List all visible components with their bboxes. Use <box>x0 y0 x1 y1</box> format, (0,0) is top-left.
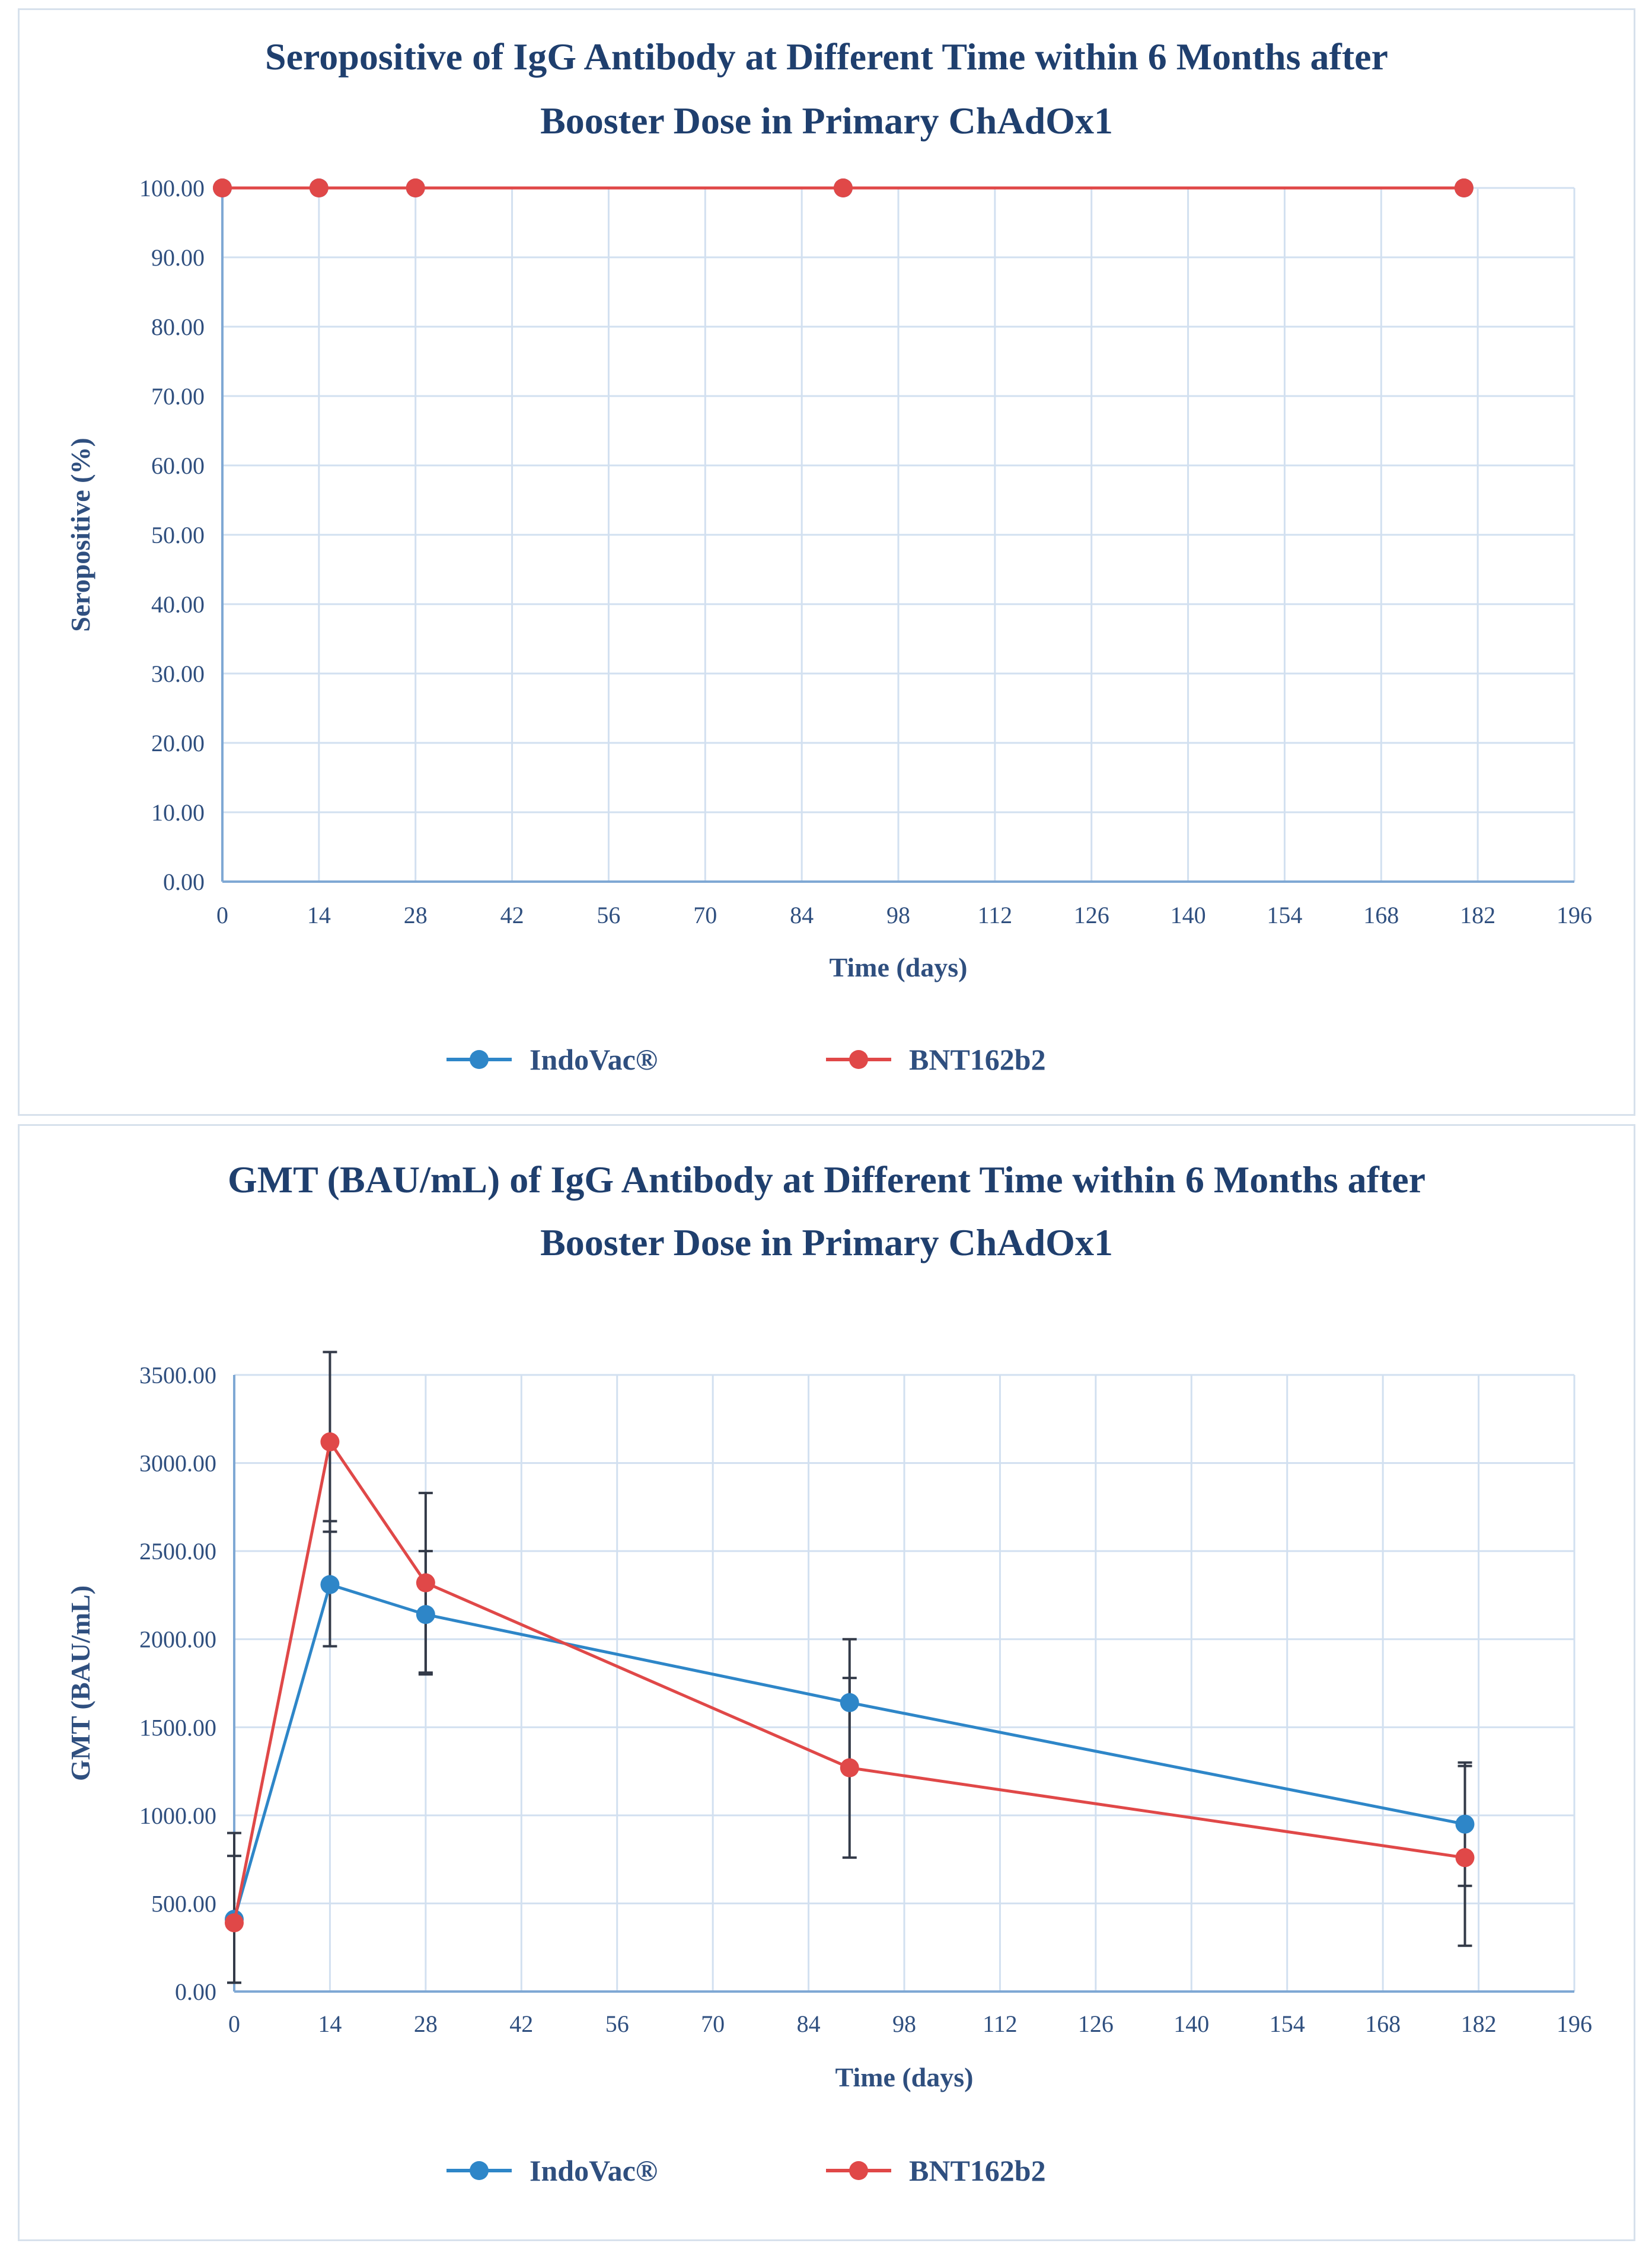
legend-swatch-marker <box>849 1050 868 1069</box>
chart2-series-2-point <box>225 1913 244 1933</box>
chart2-y-tick-label: 1500.00 <box>139 1714 216 1741</box>
chart2-x-tick-label: 70 <box>701 2011 725 2037</box>
chart1-x-tick-label: 56 <box>597 902 620 928</box>
chart2-x-tick-label: 0 <box>228 2011 240 2037</box>
chart2-y-tick-label: 3500.00 <box>139 1362 216 1389</box>
chart1-y-tick-label: 20.00 <box>151 730 205 757</box>
chart2-y-tick-label: 3000.00 <box>139 1450 216 1477</box>
chart1-y-tick-label: 70.00 <box>151 383 205 410</box>
chart2-x-tick-label: 14 <box>318 2011 342 2037</box>
chart1-x-tick-label: 0 <box>216 902 228 928</box>
chart2-series-1-point <box>840 1693 859 1712</box>
chart1-series-2-point <box>1454 178 1474 197</box>
chart1-y-tick-label: 10.00 <box>151 799 205 826</box>
chart2-series-2-point <box>1455 1848 1475 1868</box>
chart2-series-2-point <box>320 1432 340 1451</box>
chart2-legend-entry: BNT162b2 <box>826 2154 1046 2187</box>
chart2-x-axis-label: Time (days) <box>835 2062 974 2092</box>
chart1-series-2-point <box>213 178 232 197</box>
chart2-series-1-point <box>416 1605 435 1625</box>
chart2-x-tick-label: 140 <box>1173 2011 1209 2037</box>
chart1-series-2-point <box>309 178 329 197</box>
chart1-x-tick-label: 154 <box>1267 902 1302 928</box>
chart2-x-tick-label: 154 <box>1270 2011 1305 2037</box>
chart1-y-tick-label: 30.00 <box>151 660 205 687</box>
chart2-series-2-point <box>416 1573 435 1593</box>
chart1-x-tick-label: 42 <box>500 902 524 928</box>
chart1-y-tick-label: 100.00 <box>139 175 205 202</box>
chart1-legend-entry: BNT162b2 <box>826 1043 1046 1076</box>
chart2-x-tick-label: 112 <box>983 2011 1018 2037</box>
chart2-x-tick-label: 168 <box>1365 2011 1401 2037</box>
chart2-y-tick-label: 2500.00 <box>139 1538 216 1565</box>
chart1-x-tick-label: 70 <box>693 902 717 928</box>
chart1-series-2-point <box>406 178 425 197</box>
chart1-x-tick-label: 98 <box>886 902 910 928</box>
chart1-y-tick-label: 40.00 <box>151 591 205 618</box>
chart1-x-tick-label: 28 <box>404 902 428 928</box>
chart1-y-tick-label: 80.00 <box>151 314 205 340</box>
chart2-legend-entry: IndoVac® <box>447 2154 658 2187</box>
chart2-x-tick-label: 84 <box>797 2011 821 2037</box>
chart2-x-tick-label: 98 <box>892 2011 916 2037</box>
seropositive-chart-panel: Seropositive of IgG Antibody at Differen… <box>18 8 1635 1116</box>
chart2-title-line: GMT (BAU/mL) of IgG Antibody at Differen… <box>228 1159 1425 1201</box>
chart2-error-bar <box>227 1831 241 1984</box>
chart1-x-tick-label: 168 <box>1363 902 1399 928</box>
chart2-x-tick-label: 42 <box>509 2011 533 2037</box>
legend-label: BNT162b2 <box>909 1043 1046 1076</box>
chart1-x-tick-label: 84 <box>790 902 814 928</box>
chart1-series-2-point <box>833 178 853 197</box>
chart2-x-tick-label: 196 <box>1557 2011 1592 2037</box>
chart2-series-2-point <box>840 1758 859 1777</box>
gmt-chart: GMT (BAU/mL) of IgG Antibody at Differen… <box>65 1159 1592 2187</box>
chart1-x-tick-label: 140 <box>1171 902 1206 928</box>
legend-label: BNT162b2 <box>909 2154 1046 2187</box>
chart2-y-axis-label: GMT (BAU/mL) <box>65 1585 95 1781</box>
chart2-title-line: Booster Dose in Primary ChAdOx1 <box>540 1221 1113 1263</box>
chart1-legend-entry: IndoVac® <box>447 1043 658 1076</box>
chart1-x-tick-label: 196 <box>1557 902 1592 928</box>
chart1-x-tick-label: 14 <box>307 902 331 928</box>
chart1-y-tick-label: 90.00 <box>151 244 205 271</box>
chart2-y-tick-label: 500.00 <box>151 1890 216 1917</box>
chart1-x-tick-label: 112 <box>978 902 1013 928</box>
chart2-x-tick-label: 126 <box>1078 2011 1114 2037</box>
legend-swatch-marker <box>849 2161 868 2180</box>
chart1-y-tick-label: 0.00 <box>163 869 205 895</box>
chart2-y-tick-label: 2000.00 <box>139 1626 216 1653</box>
chart1-title-line: Booster Dose in Primary ChAdOx1 <box>540 100 1113 142</box>
chart1-x-axis-label: Time (days) <box>830 952 968 982</box>
chart1-y-axis-label: Seropositive (%) <box>65 438 95 632</box>
gmt-chart-panel: GMT (BAU/mL) of IgG Antibody at Differen… <box>18 1124 1635 2241</box>
legend-swatch-marker <box>470 2161 489 2180</box>
chart2-y-tick-label: 0.00 <box>175 1978 216 2005</box>
chart2-x-tick-label: 28 <box>414 2011 438 2037</box>
legend-label: IndoVac® <box>530 1043 658 1076</box>
chart2-y-tick-label: 1000.00 <box>139 1802 216 1829</box>
chart1-y-tick-label: 50.00 <box>151 522 205 548</box>
chart2-x-tick-label: 56 <box>605 2011 629 2037</box>
chart1-x-tick-label: 182 <box>1460 902 1495 928</box>
chart1-y-tick-label: 60.00 <box>151 452 205 479</box>
chart1-title-line: Seropositive of IgG Antibody at Differen… <box>265 36 1388 78</box>
chart2-x-tick-label: 182 <box>1461 2011 1497 2037</box>
chart2-series-1-point <box>320 1575 340 1594</box>
legend-label: IndoVac® <box>530 2154 658 2187</box>
chart1-x-tick-label: 126 <box>1074 902 1109 928</box>
chart2-series-1-point <box>1455 1814 1475 1834</box>
legend-swatch-marker <box>470 1050 489 1069</box>
seropositive-chart: Seropositive of IgG Antibody at Differen… <box>65 36 1592 1076</box>
